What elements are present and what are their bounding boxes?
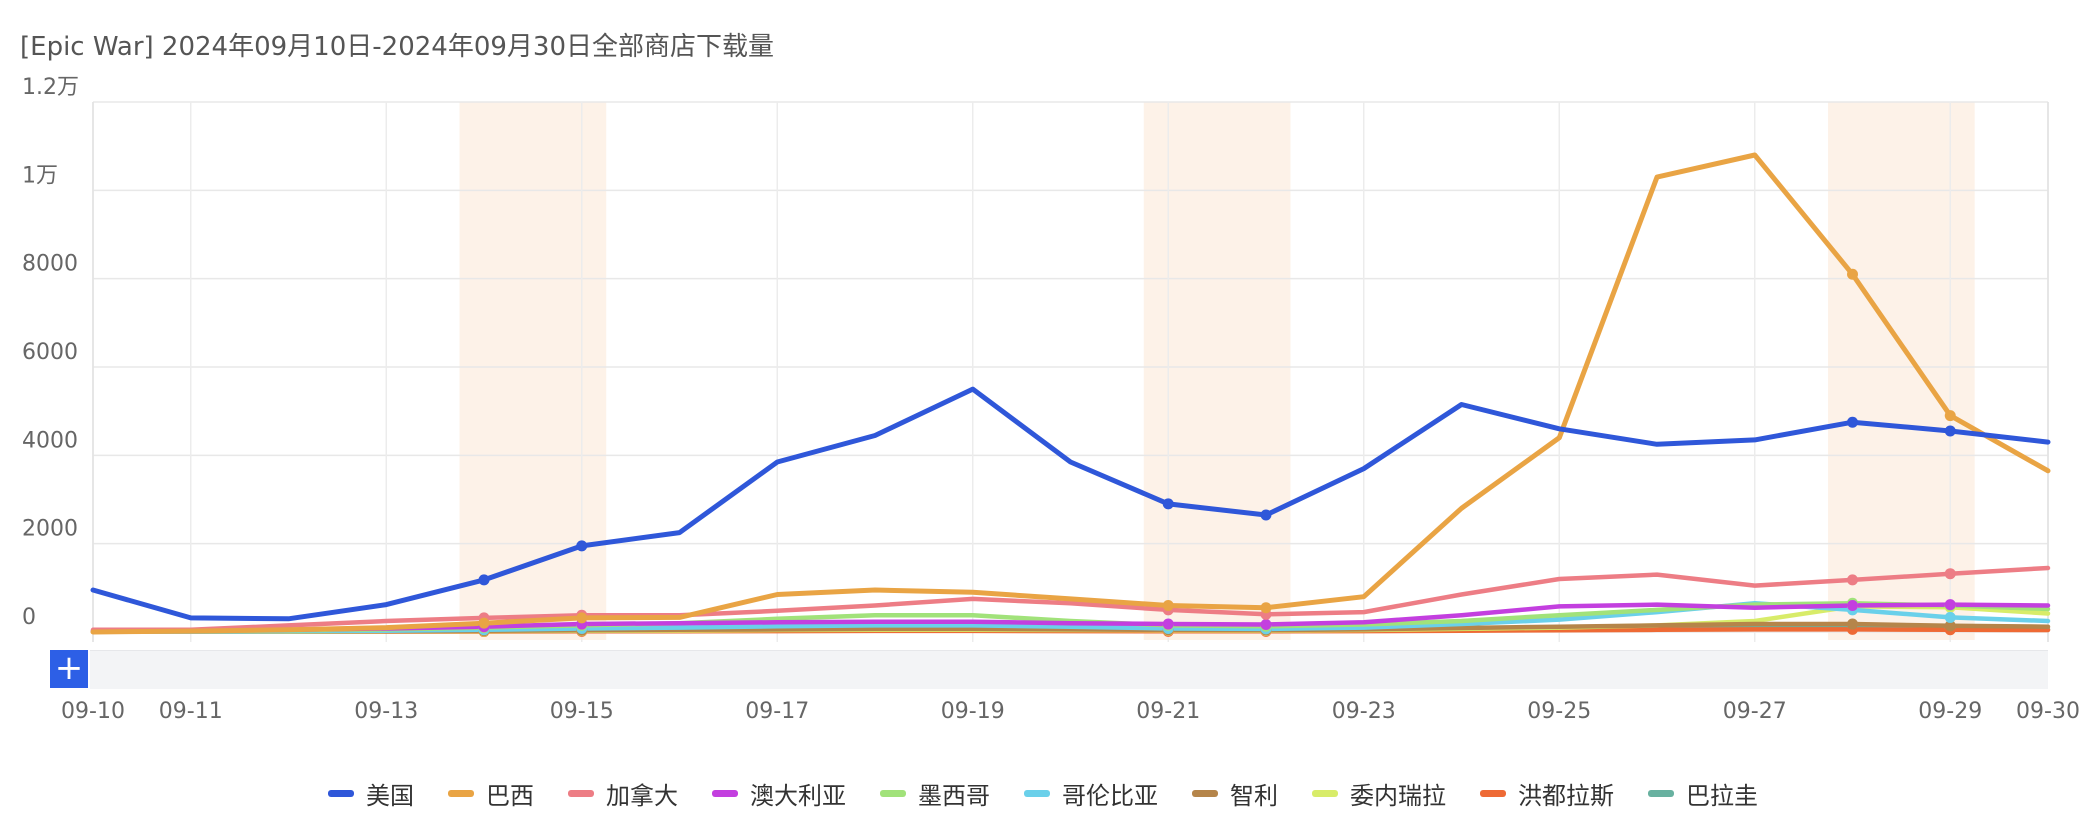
- legend-label: 委内瑞拉: [1350, 782, 1446, 810]
- y-tick-label: 2000: [22, 517, 78, 542]
- x-tick-label: 09-27: [1723, 699, 1787, 724]
- series-line-1: [90, 386, 2051, 622]
- series-lines: [90, 152, 2051, 635]
- series-marker: [1162, 498, 1174, 510]
- range-slider-track[interactable]: [90, 650, 2048, 689]
- grid-lines: [92, 101, 2049, 642]
- x-tick-label: 09-17: [745, 699, 809, 724]
- x-axis-tick-labels: 09-10 09-11 09-13 09-15 09-17 09-19 09-21 09-23…: [61, 699, 2080, 724]
- weekend-bands: [459, 102, 1975, 640]
- series-marker: [1847, 600, 1858, 611]
- y-tick-label: 6000: [22, 340, 78, 365]
- legend-label: 哥伦比亚: [1062, 782, 1158, 810]
- legend-swatch: [880, 790, 906, 797]
- legend-label: 巴西: [486, 782, 534, 810]
- x-tick-label: 09-21: [1136, 699, 1200, 724]
- legend-swatch: [1024, 790, 1050, 797]
- series-line-3: [90, 565, 2051, 633]
- legend-label: 巴拉圭: [1686, 782, 1758, 810]
- series-marker: [1847, 268, 1858, 280]
- legend-swatch: [712, 790, 738, 797]
- legend-item[interactable]: 美国: [328, 776, 414, 811]
- x-tick-label: 09-19: [941, 699, 1005, 724]
- legend-item[interactable]: 加拿大: [568, 776, 678, 811]
- series-marker: [1944, 568, 1956, 580]
- series-markers: [478, 268, 1956, 638]
- series-marker: [478, 617, 490, 629]
- legend-swatch: [568, 790, 594, 797]
- legend-label: 澳大利亚: [750, 782, 846, 810]
- series-marker: [1944, 410, 1956, 422]
- series-marker: [1944, 599, 1956, 611]
- legend-item[interactable]: 巴西: [448, 776, 534, 811]
- series-marker: [1944, 611, 1956, 623]
- series-marker: [1944, 620, 1956, 632]
- x-tick-label: 09-25: [1527, 699, 1591, 724]
- x-tick-label: 09-30: [2016, 699, 2080, 724]
- weekend-band: [1828, 102, 1975, 640]
- series-marker: [1260, 509, 1272, 521]
- series-marker: [576, 612, 588, 624]
- series-line-2: [90, 152, 2051, 635]
- chart-legend: 美国 巴西 加拿大 澳大利亚 墨西哥 哥伦比亚 智利 委内瑞拉 洪都拉斯 巴拉圭: [0, 776, 2086, 811]
- series-marker: [1847, 574, 1858, 586]
- y-axis-tick-labels: 0 2000 4000 6000 8000 1万 1.2万: [22, 75, 79, 630]
- weekend-band: [459, 102, 607, 640]
- legend-label: 美国: [366, 782, 414, 810]
- series-marker: [1260, 602, 1272, 614]
- y-tick-label: 1万: [22, 163, 58, 188]
- legend-item[interactable]: 墨西哥: [880, 776, 990, 811]
- series-marker: [1847, 416, 1858, 428]
- legend-item[interactable]: 巴拉圭: [1648, 776, 1758, 811]
- y-tick-label: 0: [22, 605, 36, 630]
- legend-item[interactable]: 委内瑞拉: [1312, 776, 1446, 811]
- legend-item[interactable]: 洪都拉斯: [1480, 776, 1614, 811]
- legend-label: 洪都拉斯: [1518, 782, 1614, 810]
- chart-title: [Epic War] 2024年09月10日-2024年09月30日全部商店下载…: [20, 32, 774, 62]
- legend-swatch: [328, 790, 354, 797]
- legend-item[interactable]: 澳大利亚: [712, 776, 846, 811]
- legend-swatch: [1648, 790, 1674, 797]
- series-marker: [478, 574, 490, 586]
- legend-swatch: [1312, 790, 1338, 797]
- x-tick-label: 09-13: [354, 699, 418, 724]
- series-marker: [576, 540, 588, 552]
- legend-label: 智利: [1230, 782, 1278, 810]
- legend-swatch: [448, 790, 474, 797]
- x-tick-label: 09-15: [550, 699, 614, 724]
- y-tick-label: 8000: [22, 252, 78, 277]
- zoom-plus-button[interactable]: +: [50, 650, 88, 688]
- series-marker: [1162, 600, 1174, 611]
- legend-item[interactable]: 哥伦比亚: [1024, 776, 1158, 811]
- series-marker: [1944, 425, 1956, 437]
- x-tick-label: 09-10: [61, 699, 125, 724]
- legend-swatch: [1480, 790, 1506, 797]
- y-tick-label: 4000: [22, 428, 78, 453]
- x-tick-label: 09-23: [1332, 699, 1396, 724]
- weekend-band: [1143, 102, 1291, 640]
- legend-swatch: [1192, 790, 1218, 797]
- legend-label: 加拿大: [606, 782, 678, 810]
- series-marker: [1162, 618, 1174, 630]
- x-tick-label: 09-11: [159, 699, 223, 724]
- x-tick-label: 09-29: [1918, 699, 1982, 724]
- legend-label: 墨西哥: [918, 782, 990, 810]
- series-marker: [1847, 618, 1858, 630]
- series-marker: [1260, 618, 1272, 630]
- y-tick-label: 1.2万: [22, 75, 79, 100]
- legend-item[interactable]: 智利: [1192, 776, 1278, 811]
